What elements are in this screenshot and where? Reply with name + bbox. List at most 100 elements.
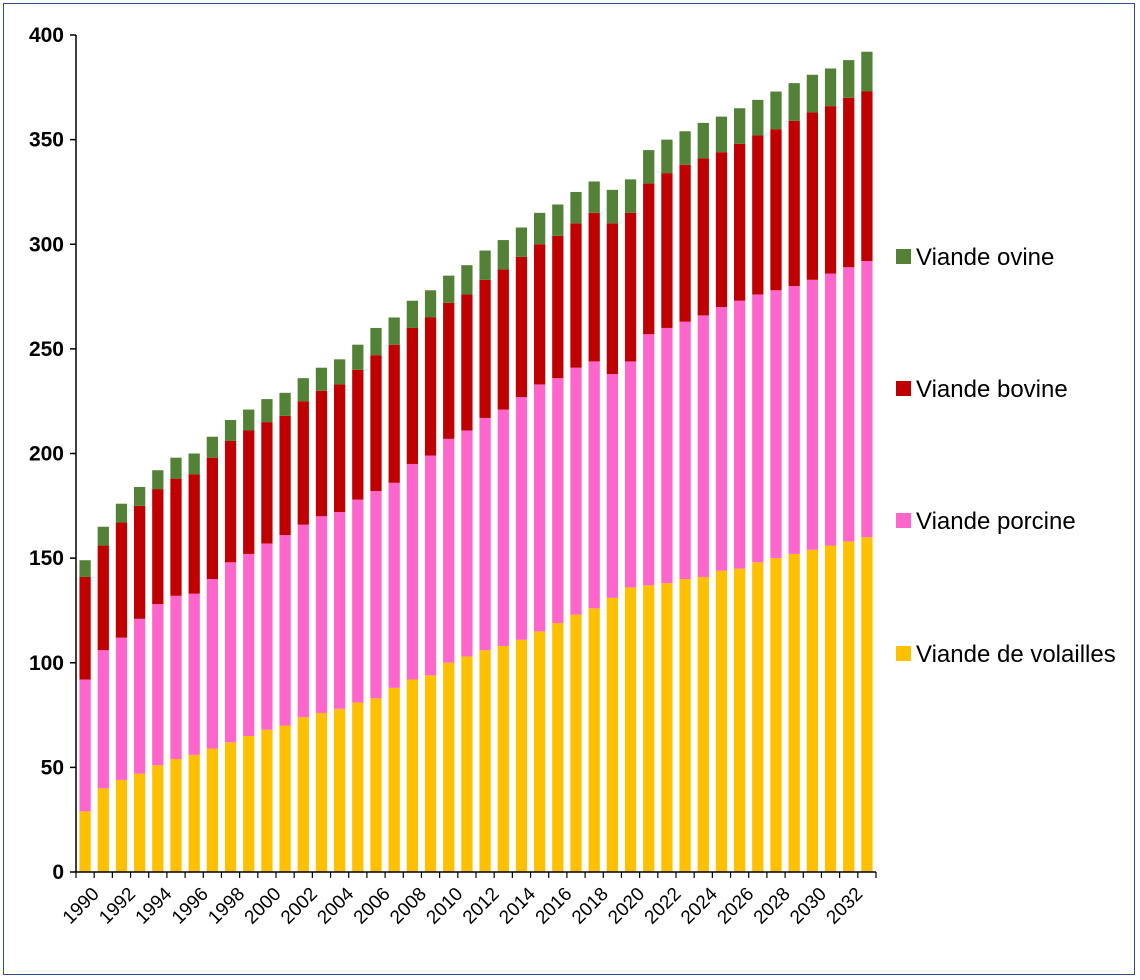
bar-1994-series-3 [152,470,164,490]
bar-2018-series-1 [588,361,600,609]
bar-2032-series-2 [843,97,855,268]
bar-1999-series-0 [243,735,255,872]
bar-1996-series-0 [188,754,200,872]
bar-2012-series-2 [479,279,491,418]
bar-2024-series-0 [697,576,709,872]
bar-2029-series-0 [788,553,800,872]
bar-2006-series-3 [370,327,382,356]
bar-2017-series-2 [570,223,582,368]
bar-2010-series-0 [443,662,455,872]
bar-2000-series-0 [261,729,273,872]
bar-2017-series-3 [570,191,582,224]
bar-2025-series-3 [715,116,728,153]
bar-2012-series-0 [479,650,491,872]
x-tick-label-1994: 1994 [132,883,177,928]
x-tick-label-2018: 2018 [568,884,613,929]
bar-2026-series-3 [734,108,746,144]
bar-2016-series-0 [552,622,564,872]
bar-2005-series-2 [352,369,364,500]
bar-2025-series-0 [715,570,728,872]
bar-1995-series-3 [170,457,182,479]
bar-2013-series-1 [497,409,509,647]
bar-1997-series-1 [206,579,218,749]
bar-2029-series-1 [788,286,800,554]
bar-2032-series-1 [843,267,855,542]
x-tick-label-2024: 2024 [677,883,722,928]
bar-1991-series-2 [97,545,109,651]
x-tick-label-2002: 2002 [277,884,322,929]
bar-2004-series-3 [334,359,346,385]
bar-2005-series-0 [352,702,364,872]
y-tick-label-100: 100 [29,652,64,675]
bar-2016-series-3 [552,204,564,236]
legend-swatch-3 [896,646,911,661]
bar-2017-series-0 [570,614,582,872]
bar-1993-series-2 [134,505,146,619]
bar-2009-series-2 [424,317,437,456]
bar-2007-series-3 [388,317,400,345]
bar-2033-series-2 [861,91,873,261]
bar-2018-series-3 [588,181,600,213]
bar-1998-series-0 [224,742,237,872]
bar-2031-series-1 [824,273,837,546]
bar-2008-series-3 [406,300,418,328]
x-tick-label-2028: 2028 [750,884,795,929]
bar-1992-series-2 [115,522,128,638]
bar-2021-series-0 [643,585,655,872]
bar-2003-series-0 [315,712,328,872]
bar-2019-series-1 [606,373,618,598]
bar-1991-series-3 [97,526,109,546]
bar-2012-series-1 [479,417,491,651]
bar-2021-series-1 [643,334,655,586]
x-tick-label-1996: 1996 [168,884,213,929]
y-tick-label-400: 400 [29,24,64,47]
bar-2002-series-1 [297,524,309,718]
legend-label-1: Viande bovine [916,376,1068,403]
bar-2031-series-2 [824,106,837,274]
bar-2023-series-2 [679,164,691,322]
bar-2005-series-3 [352,344,364,370]
bar-2008-series-0 [406,679,418,872]
bar-2001-series-0 [279,725,291,872]
bar-2022-series-1 [661,327,673,584]
bar-2031-series-0 [824,545,837,872]
x-tick-label-2030: 2030 [786,884,831,929]
bar-1990-series-3 [79,560,91,577]
bar-2028-series-1 [770,290,782,559]
bar-1998-series-2 [224,440,237,563]
x-tick-label-1998: 1998 [204,884,249,929]
bar-1990-series-2 [79,576,91,680]
bar-1996-series-3 [188,453,200,475]
x-tick-label-2032: 2032 [823,884,868,929]
bar-2007-series-2 [388,344,400,483]
bar-1990-series-1 [79,679,91,812]
bar-2023-series-0 [679,579,691,872]
bar-2011-series-0 [461,656,473,872]
bar-1999-series-2 [243,430,255,554]
x-tick-label-2004: 2004 [313,883,358,928]
bar-2007-series-0 [388,687,400,872]
bar-2033-series-0 [861,537,873,872]
bar-2026-series-2 [734,143,746,301]
bar-2020-series-0 [624,587,637,872]
bar-2027-series-1 [752,294,764,563]
bar-2000-series-1 [261,543,273,730]
x-tick-label-2014: 2014 [495,883,540,928]
bar-2007-series-1 [388,482,400,688]
bar-2010-series-1 [443,438,455,663]
bar-2016-series-2 [552,235,564,379]
bar-2014-series-0 [515,639,528,872]
bar-2000-series-3 [261,399,273,423]
bar-2004-series-0 [334,708,346,872]
bar-1998-series-1 [224,562,237,743]
bar-1994-series-0 [152,765,164,872]
legend-swatch-0 [896,249,911,264]
bar-1997-series-2 [206,457,218,580]
bar-2029-series-2 [788,120,800,287]
bar-2032-series-3 [843,60,855,98]
bar-2030-series-3 [806,74,818,113]
bar-1990-series-0 [79,811,91,872]
bar-2027-series-0 [752,562,764,872]
x-tick-label-2006: 2006 [350,884,395,929]
